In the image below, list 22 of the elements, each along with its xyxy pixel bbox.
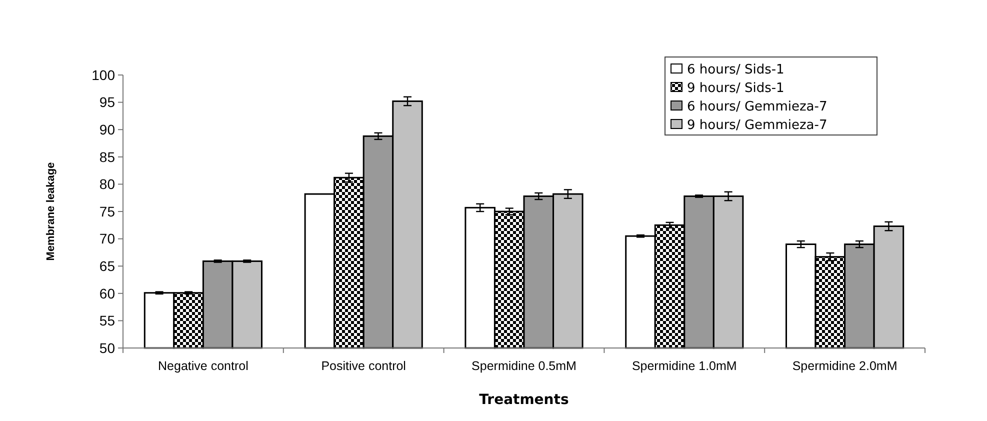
y-tick-label: 65: [99, 258, 116, 274]
legend-label: 9 hours/ Sids-1: [687, 81, 784, 96]
x-tick-label: Spermidine 2.0mM: [792, 359, 898, 373]
y-tick-label: 75: [99, 203, 116, 220]
y-tick-label: 55: [99, 312, 116, 329]
x-tick-label: Positive control: [321, 359, 406, 373]
y-tick-label: 85: [99, 148, 116, 165]
y-tick-label: 95: [99, 94, 116, 110]
y-tick-label: 80: [99, 176, 116, 192]
x-axis-title: Treatments: [479, 392, 569, 408]
y-axis-title: Membrane leakage: [45, 162, 57, 261]
x-tick-label: Spermidine 1.0mM: [632, 359, 737, 373]
y-tick-label: 100: [92, 66, 116, 83]
legend-label: 6 hours/ Gemmieza-7: [687, 100, 828, 115]
y-tick-label: 70: [99, 230, 116, 247]
x-tick-label: Spermidine 0.5mM: [472, 359, 576, 373]
legend-label: 9 hours/ Gemmieza-7: [687, 118, 828, 134]
y-tick-label: 50: [99, 340, 116, 356]
legend-label: 6 hours/ Sids-1: [687, 62, 784, 78]
y-tick-label: 60: [99, 285, 116, 302]
y-tick-label: 90: [99, 122, 116, 138]
x-tick-label: Negative control: [158, 359, 248, 373]
